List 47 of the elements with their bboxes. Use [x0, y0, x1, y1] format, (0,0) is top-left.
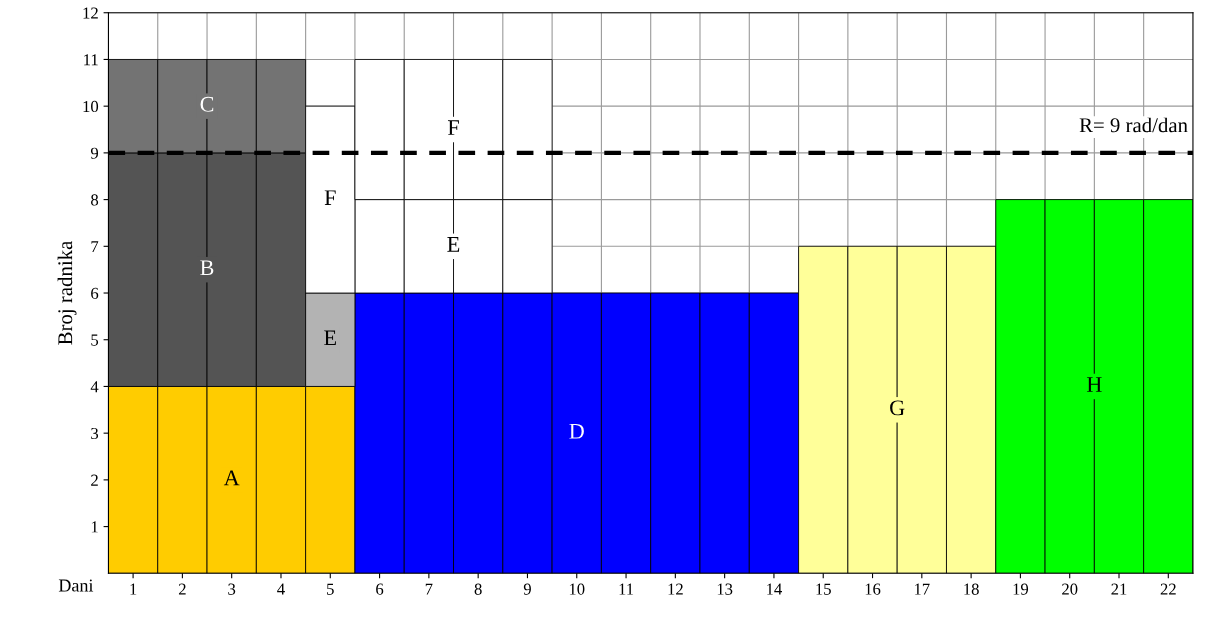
y-tick-label: 5	[91, 334, 99, 346]
x-tick-label: 21	[1111, 583, 1127, 595]
x-tick-label: 1	[130, 583, 137, 595]
y-tick-label: 11	[84, 54, 98, 66]
x-tick-label: 6	[376, 583, 384, 595]
x-tick-label: 17	[914, 583, 930, 595]
x-tick-label: 14	[767, 583, 783, 595]
y-tick-label: 6	[91, 287, 99, 299]
x-tick-label: 5	[327, 583, 334, 595]
y-tick-label: 7	[91, 241, 99, 253]
series-label: G	[890, 400, 905, 416]
series-label: D	[569, 423, 584, 439]
x-tick-label: 8	[474, 583, 482, 595]
y-tick-label: 9	[90, 147, 99, 159]
x-tick-label: 13	[717, 583, 733, 595]
series-label: A	[223, 470, 240, 486]
x-tick-label: 12	[668, 583, 683, 595]
x-tick-label: 3	[228, 583, 236, 595]
ref-line-label: R= 9 rad/dan	[1079, 117, 1188, 133]
series-label: F	[447, 120, 459, 135]
y-axis-title: Broj radnika	[57, 240, 77, 345]
series-label: C	[200, 96, 214, 112]
y-tick-label: 10	[83, 100, 99, 113]
series-label: B	[200, 260, 214, 276]
x-tick-label: 19	[1013, 583, 1029, 595]
x-tick-label: 9	[523, 583, 531, 595]
series-label: H	[1086, 377, 1102, 392]
y-tick-label: 1	[91, 521, 98, 533]
series-label: E	[447, 237, 460, 252]
x-tick-label: 4	[277, 583, 285, 595]
x-tick-label: 2	[178, 583, 186, 595]
x-tick-label: 11	[619, 583, 634, 595]
x-tick-label: 20	[1062, 583, 1078, 595]
y-tick-label: 4	[90, 381, 99, 393]
x-tick-label: 15	[816, 583, 831, 595]
text: E	[324, 330, 336, 346]
x-tick-label: 16	[865, 583, 881, 595]
text: F	[324, 190, 336, 205]
y-tick-label: 2	[91, 474, 98, 486]
y-tick-label: 3	[91, 427, 99, 440]
x-tick-label: 22	[1160, 583, 1176, 595]
x-tick-label: 10	[569, 583, 585, 595]
y-tick-label: 8	[91, 194, 99, 206]
x-axis-title: Dani	[58, 579, 94, 592]
y-tick-label: 12	[83, 7, 98, 19]
x-tick-label: 7	[425, 583, 433, 595]
x-tick-label: 18	[964, 583, 979, 595]
